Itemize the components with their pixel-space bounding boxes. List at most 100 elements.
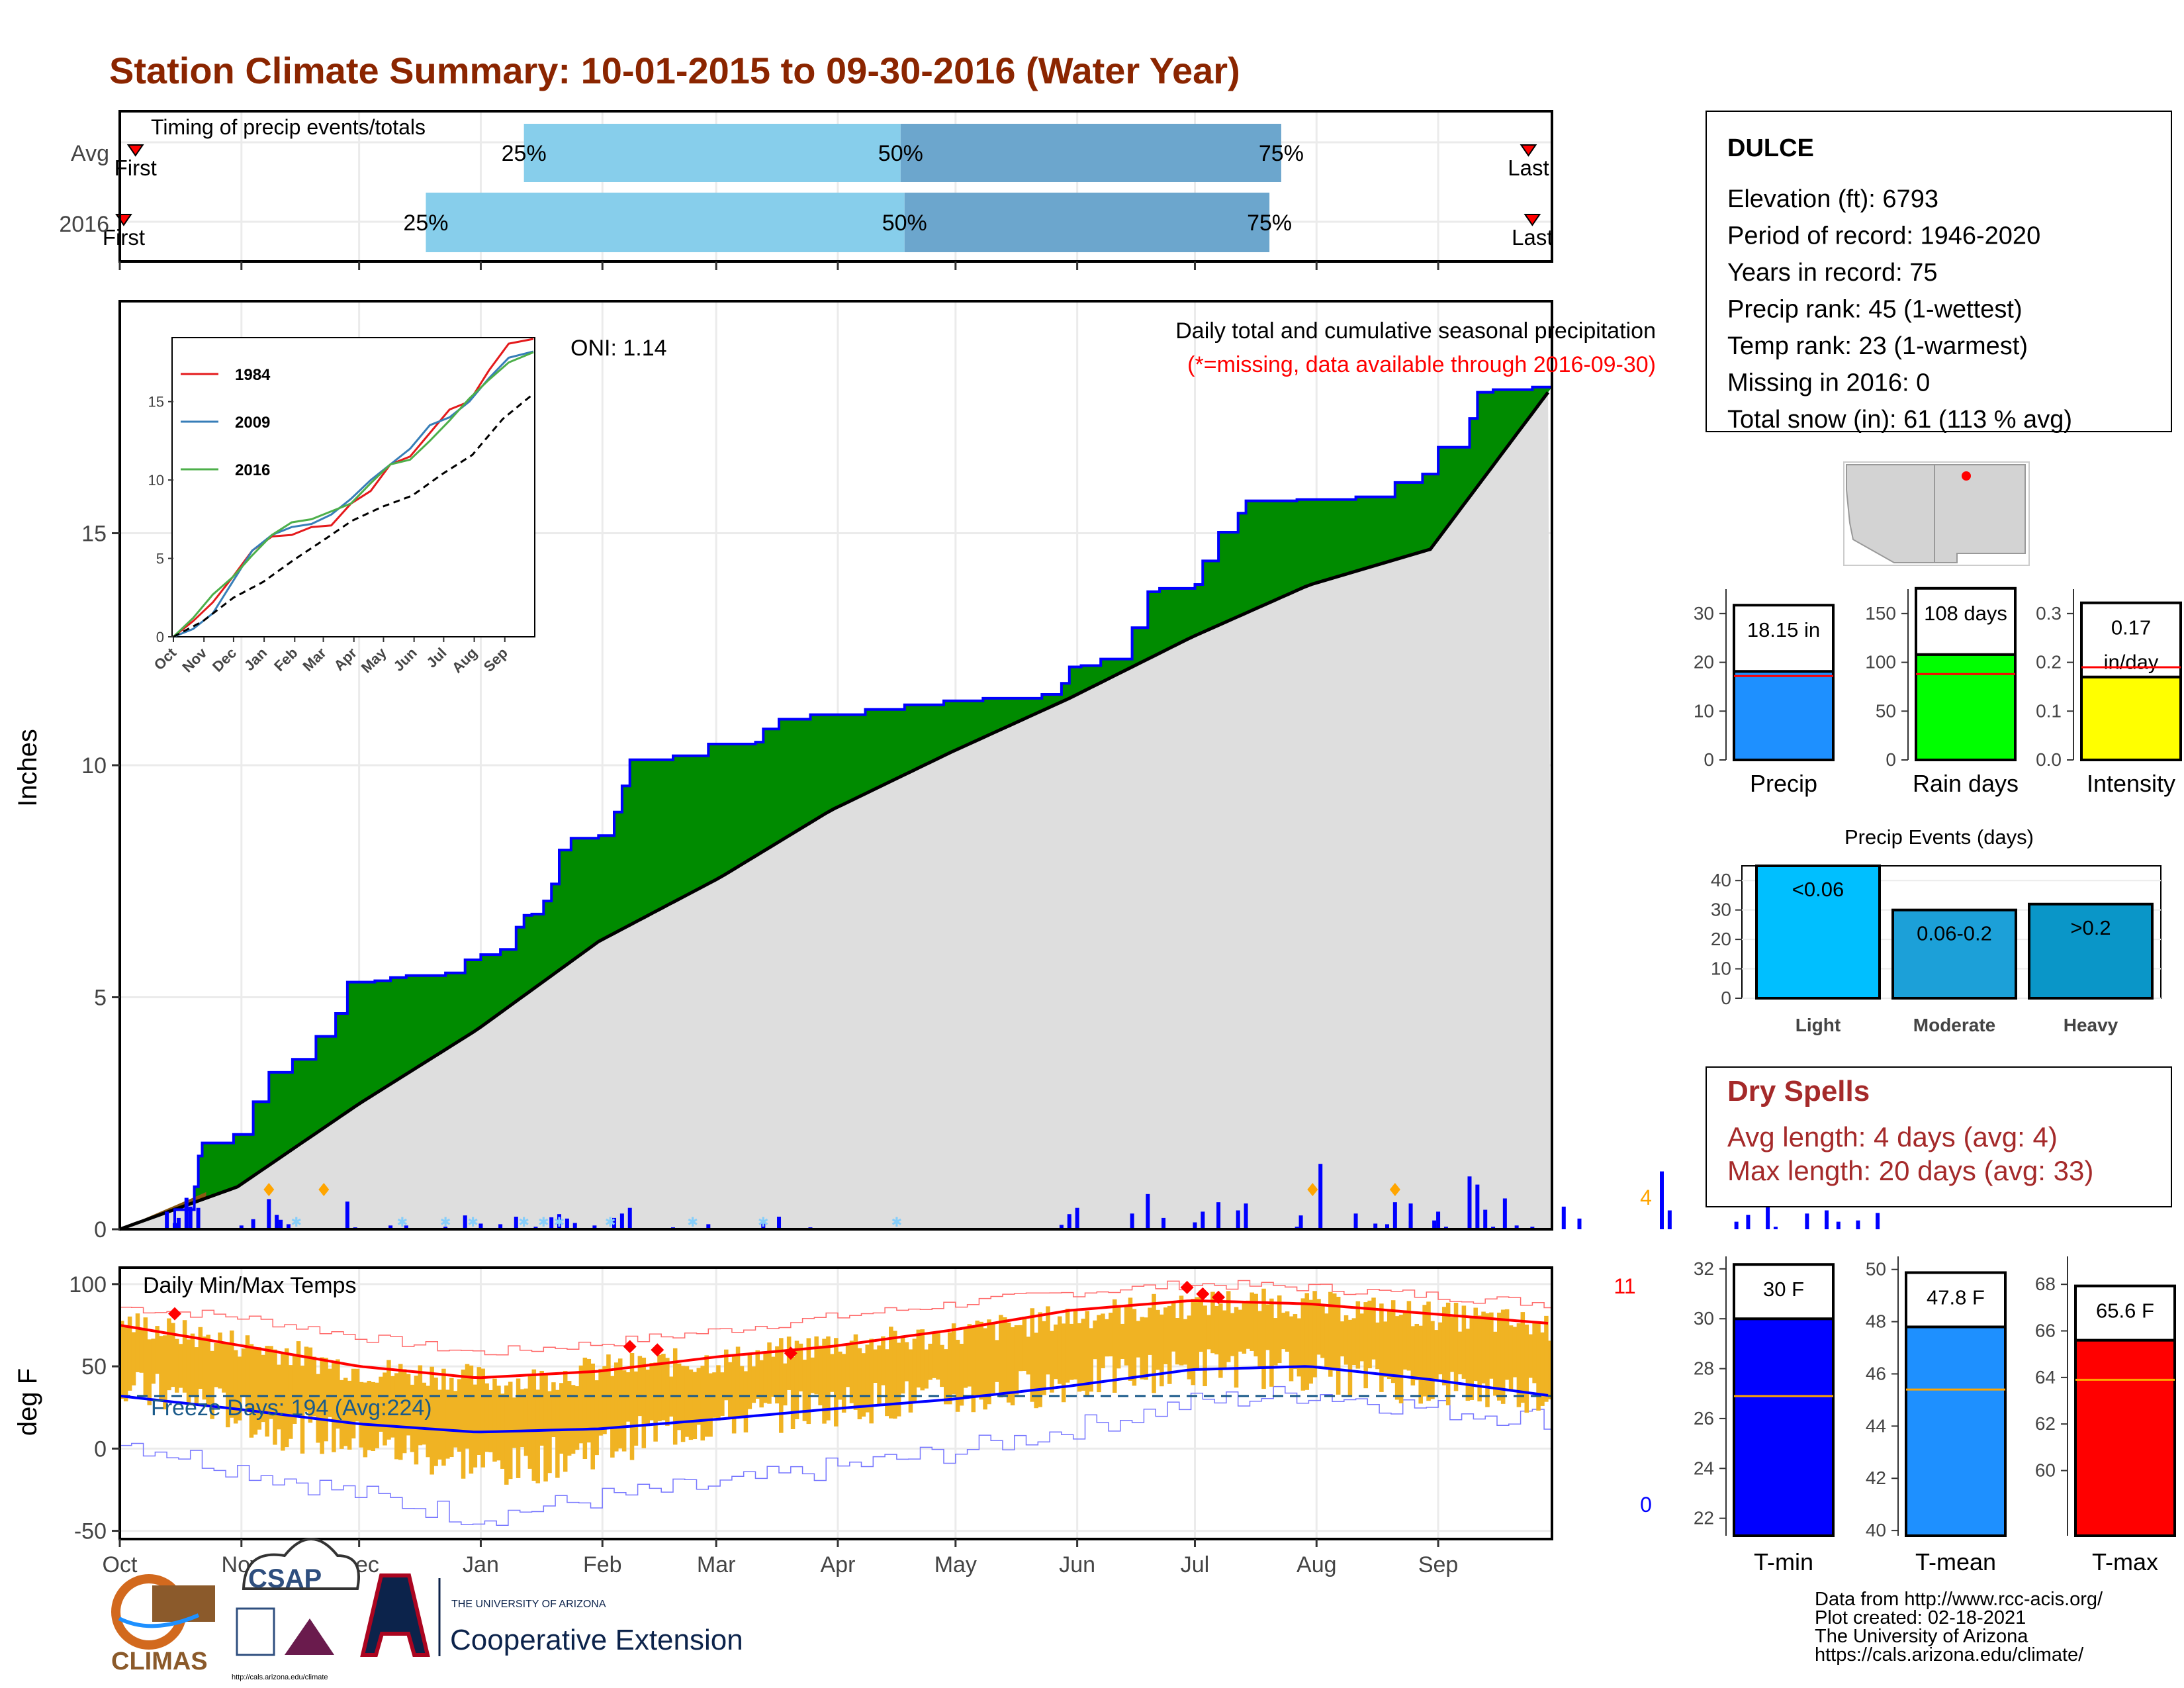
record-min-line [120, 1385, 1552, 1526]
daily-temp-bar [120, 1321, 124, 1399]
small-bar-tick-label: 42 [1866, 1468, 1886, 1488]
temp-count-top: 11 [1614, 1274, 1635, 1298]
events-category-label: Moderate [1913, 1015, 1995, 1035]
small-bar-tick-label: 48 [1866, 1311, 1886, 1332]
small-bar-tick-label: 26 [1694, 1408, 1714, 1429]
daily-temp-bar [830, 1354, 835, 1392]
timing-bar-late [904, 193, 1270, 252]
summary-bar-label: T-mean [1915, 1548, 1996, 1575]
dry-spells-max: Max length: 20 days (avg: 33) [1727, 1155, 2093, 1186]
credit-line-2: Plot created: 02-18-2021 [1815, 1607, 2026, 1628]
precip-panel: ✱ ✱ ✱ ✱ ✱ ✱ ✱ ✱ ✱ ✱ ✱ 0 5 10 15 Inches ONI: 1.14 Dail… [13, 300, 1880, 1243]
daily-temp-bar [1453, 1303, 1459, 1391]
daily-temp-bar [574, 1386, 580, 1450]
daily-temp-bar [1089, 1328, 1093, 1392]
daily-temp-bar [241, 1348, 246, 1395]
daily-temp-bar [1203, 1305, 1207, 1387]
precip-daily-bar [1475, 1184, 1480, 1229]
daily-temp-bar [759, 1360, 764, 1408]
daily-temp-bar [1363, 1302, 1368, 1389]
daily-temp-bar [355, 1368, 360, 1422]
university-of-arizona-logo: THE UNIVERSITY OF ARIZONA Cooperative Ex… [360, 1573, 743, 1657]
daily-temp-bar [375, 1382, 379, 1448]
daily-temp-bar [1461, 1305, 1467, 1379]
daily-temp-bar [881, 1336, 886, 1385]
daily-temp-bar [1340, 1321, 1345, 1357]
daily-temp-bar [269, 1346, 273, 1419]
daily-temp-bar [1195, 1297, 1200, 1369]
precip-ylabel: Inches [13, 729, 42, 807]
daily-temp-bar [523, 1388, 529, 1456]
inset-legend-label: 1984 [235, 366, 271, 384]
timing-bar-late [900, 124, 1281, 182]
daily-temp-bar [1069, 1323, 1074, 1380]
daily-temp-bar [1441, 1307, 1447, 1385]
daily-temp-bar [1006, 1322, 1011, 1403]
temp-count-bottom: 0 [1640, 1493, 1652, 1517]
precip-average-area [120, 392, 1552, 1229]
daily-temp-bar [1508, 1325, 1514, 1390]
daily-temp-bar [653, 1362, 658, 1442]
daily-temp-bar [782, 1363, 788, 1406]
summary-bar-value: 0.17 [2111, 616, 2151, 639]
summary-bar-value-box [1915, 586, 2017, 656]
precip-daily-bar [1667, 1210, 1672, 1229]
precip-panel-subtitle: (*=missing, data available through 2016-… [1187, 352, 1656, 377]
small-bar-tick-label: 40 [1866, 1520, 1886, 1540]
precip-ytick-label: 5 [94, 986, 107, 1011]
daily-temp-bar [1406, 1301, 1412, 1371]
daily-temp-bar [1434, 1330, 1439, 1380]
timing-endpoint-label: First [114, 156, 157, 180]
daily-temp-bar [328, 1368, 332, 1417]
inset-series-line [172, 351, 534, 638]
daily-temp-bar [367, 1380, 372, 1450]
temp-ytick-label: -50 [74, 1519, 107, 1544]
daily-temp-bar [504, 1385, 509, 1485]
daily-temp-bar [1183, 1319, 1188, 1365]
daily-temp-bar [1226, 1291, 1231, 1362]
precip-cumulative-line [120, 385, 1552, 1231]
heavy-event-marker [263, 1183, 275, 1196]
small-bar-tick-label: 64 [2035, 1367, 2056, 1387]
daily-temp-bar [951, 1323, 956, 1395]
precip-summary-bars: 0 10 20 30 18.15 in Precip 0 50 100 150 108 days Ra… [1694, 586, 2182, 797]
daily-temp-bar [570, 1385, 576, 1454]
precip-daily-bar [514, 1217, 518, 1229]
daily-temp-bar [1124, 1305, 1129, 1366]
summary-bar-value: 18.15 in [1747, 618, 1820, 641]
precip-daily-bar [388, 1225, 393, 1229]
small-bar-tick-label: 60 [2035, 1460, 2056, 1481]
small-bar-tick-label: 66 [2035, 1321, 2056, 1341]
station-info-line: Years in record: 75 [1727, 259, 1938, 287]
daily-temp-bar [1030, 1308, 1035, 1402]
summary-bar [2080, 675, 2182, 762]
inset-ytick-label: 5 [156, 551, 164, 567]
daily-temp-bar [947, 1332, 952, 1405]
daily-temp-bar [535, 1389, 540, 1483]
precip-daily-bar [777, 1217, 782, 1229]
daily-temp-bar [582, 1357, 588, 1460]
daily-temp-bar [775, 1346, 780, 1404]
precip-daily-bar [165, 1211, 169, 1229]
precip-daily-bar [239, 1225, 244, 1229]
summary-bar-value-box [2080, 601, 2182, 679]
daily-temp-bar [602, 1366, 607, 1434]
daily-temp-bar [1504, 1309, 1510, 1380]
daily-temp-bar [257, 1347, 262, 1430]
daily-temp-bar [1269, 1298, 1274, 1387]
daily-temp-bar [1445, 1302, 1451, 1405]
daily-temp-bar [857, 1348, 862, 1420]
daily-temp-bar [814, 1336, 819, 1395]
record-high-marker [651, 1343, 664, 1357]
daily-temp-bar [598, 1368, 603, 1436]
daily-temp-bar [1085, 1311, 1090, 1395]
snow-day-marker: ✱ [291, 1215, 302, 1230]
precip-daily-bar [1502, 1198, 1507, 1229]
small-bar-tick-label: 150 [1865, 603, 1896, 624]
daily-temp-bar [877, 1345, 882, 1406]
daily-temp-bar [531, 1369, 537, 1481]
summary-bar [1915, 653, 2017, 762]
daily-temp-bar [1355, 1301, 1361, 1369]
daily-temp-bar [889, 1327, 893, 1419]
daily-temp-bar [206, 1335, 210, 1407]
